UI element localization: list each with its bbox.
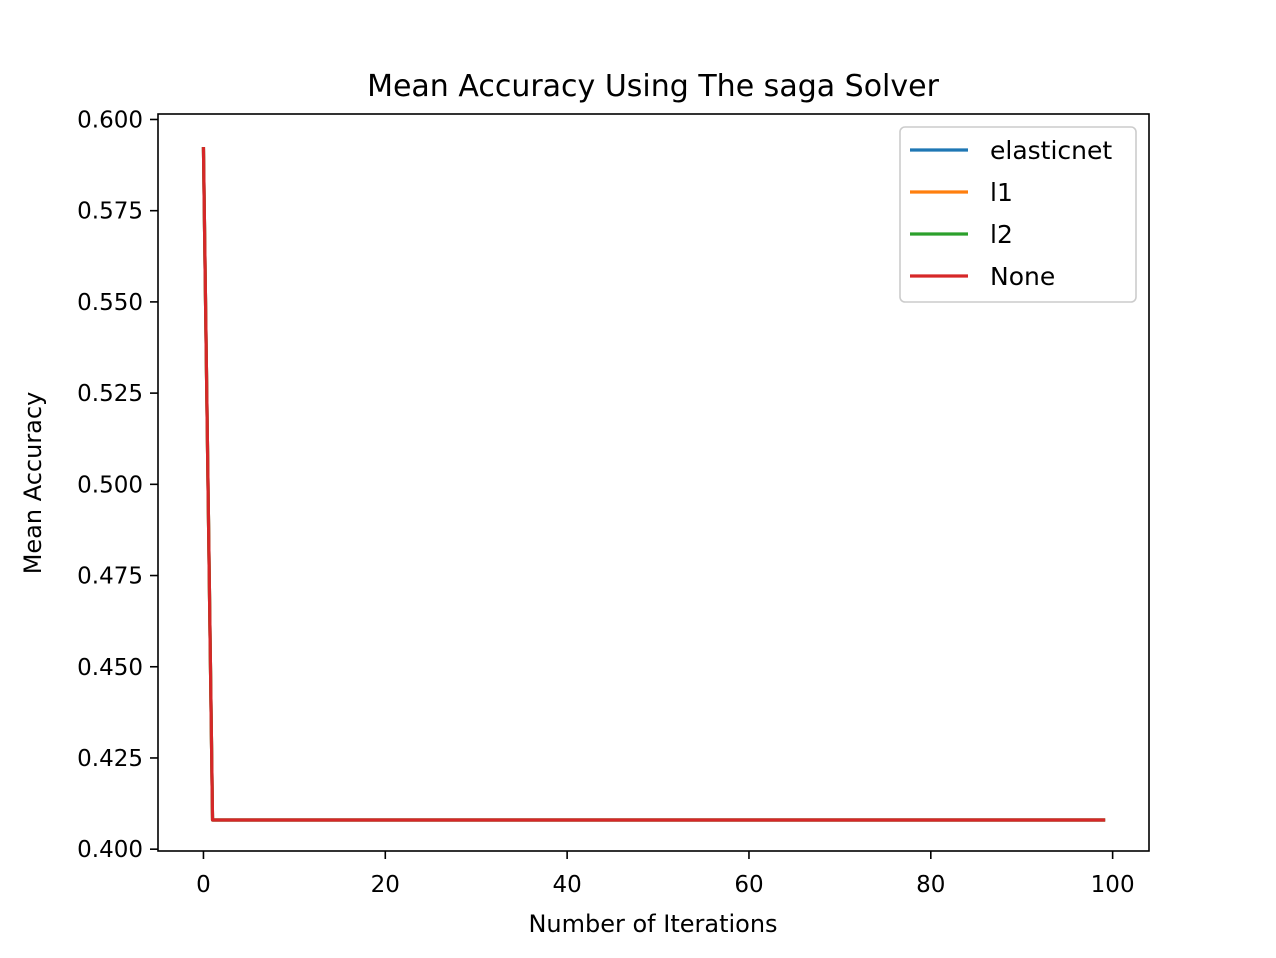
y-tick-label: 0.500 <box>77 472 143 498</box>
legend-label-elasticnet: elasticnet <box>990 136 1112 165</box>
x-tick-label: 100 <box>1091 872 1135 898</box>
x-tick-label: 20 <box>371 872 400 898</box>
y-tick-label: 0.575 <box>77 199 143 225</box>
plot-frame <box>157 113 1150 852</box>
x-tick-label: 80 <box>916 872 945 898</box>
x-tick-label: 40 <box>552 872 581 898</box>
y-tick-label: 0.525 <box>77 381 143 407</box>
series-line-none <box>201 147 1106 822</box>
x-axis-ticks: 0 20 40 60 80 100 <box>196 851 1135 898</box>
y-axis-ticks: 0.400 0.425 0.450 0.475 0.500 0.525 0.550 0.575… <box>77 107 158 863</box>
x-tick-label: 0 <box>196 872 211 898</box>
y-tick-label: 0.550 <box>77 290 143 316</box>
y-tick-label: 0.475 <box>77 564 143 590</box>
series-layer <box>201 147 1106 822</box>
y-tick-label: 0.600 <box>77 107 143 133</box>
legend-entries: elasticnet l1 l2 None <box>910 136 1112 291</box>
legend: elasticnet l1 l2 None <box>899 126 1137 303</box>
x-axis-label: Number of Iterations <box>528 910 777 938</box>
legend-label-none: None <box>990 262 1055 291</box>
x-tick-label: 60 <box>734 872 763 898</box>
chart-title: Mean Accuracy Using The saga Solver <box>367 69 940 104</box>
legend-label-l1: l1 <box>990 178 1013 207</box>
legend-box <box>899 126 1137 303</box>
legend-label-l2: l2 <box>990 220 1013 249</box>
y-tick-label: 0.400 <box>77 837 143 863</box>
y-axis-label: Mean Accuracy <box>19 392 47 575</box>
y-tick-label: 0.425 <box>77 746 143 772</box>
y-tick-label: 0.450 <box>77 655 143 681</box>
